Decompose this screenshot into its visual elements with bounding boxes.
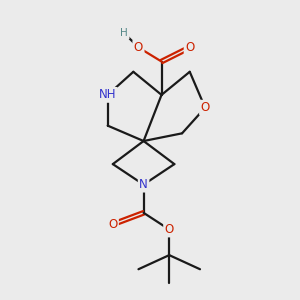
Text: O: O [200, 101, 210, 114]
Text: O: O [165, 223, 174, 236]
Text: NH: NH [99, 88, 116, 101]
Text: O: O [185, 41, 194, 54]
Text: O: O [108, 218, 117, 231]
Text: O: O [134, 41, 143, 54]
Text: N: N [139, 178, 148, 191]
Text: H: H [121, 28, 128, 38]
